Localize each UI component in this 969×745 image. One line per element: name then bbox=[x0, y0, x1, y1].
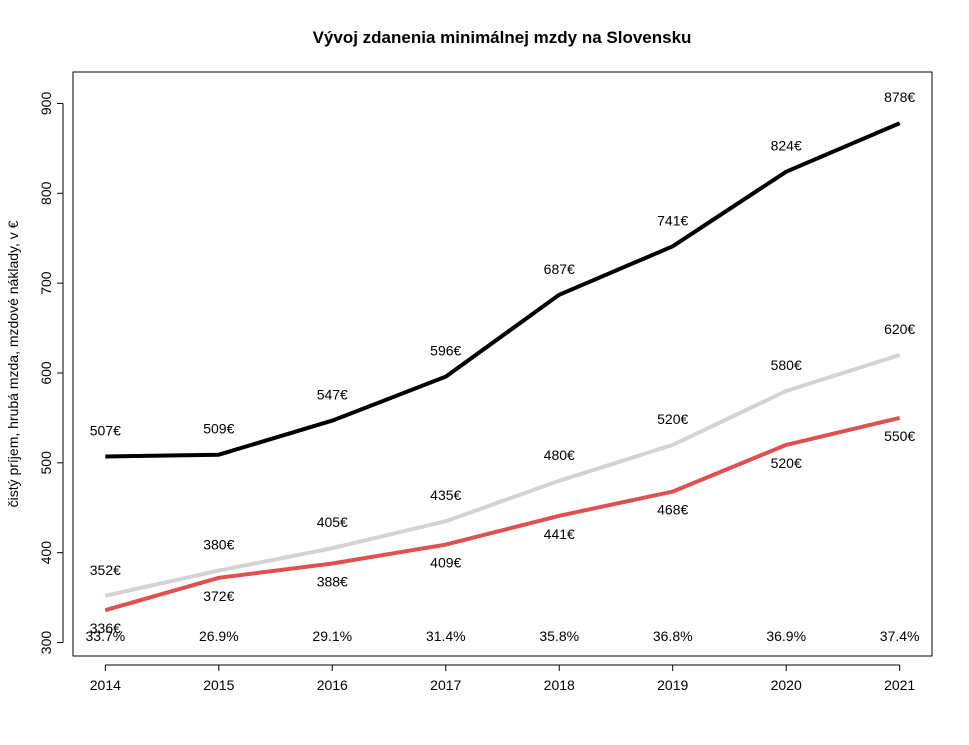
data-label-black: 507€ bbox=[90, 423, 121, 439]
data-label-black: 547€ bbox=[317, 387, 348, 403]
y-tick-label: 700 bbox=[38, 271, 54, 295]
x-tick-label: 2017 bbox=[430, 677, 461, 693]
x-tick-label: 2016 bbox=[317, 677, 348, 693]
data-label-black: 878€ bbox=[884, 89, 915, 105]
data-label-gray: 380€ bbox=[203, 537, 234, 553]
percent-annotation: 29.1% bbox=[312, 628, 352, 644]
data-label-red: 550€ bbox=[884, 428, 915, 444]
x-tick-label: 2020 bbox=[771, 677, 802, 693]
data-label-red: 388€ bbox=[317, 573, 348, 589]
data-label-red: 372€ bbox=[203, 588, 234, 604]
percent-annotation: 37.4% bbox=[880, 628, 920, 644]
data-label-red: 336€ bbox=[90, 620, 121, 636]
data-label-black: 596€ bbox=[430, 343, 461, 359]
y-tick-label: 500 bbox=[38, 451, 54, 475]
data-label-gray: 352€ bbox=[90, 562, 121, 578]
data-label-gray: 520€ bbox=[657, 411, 688, 427]
y-tick-label: 600 bbox=[38, 361, 54, 385]
percent-annotation: 36.8% bbox=[653, 628, 693, 644]
x-tick-label: 2018 bbox=[544, 677, 575, 693]
data-label-black: 687€ bbox=[544, 261, 575, 277]
x-tick-label: 2019 bbox=[657, 677, 688, 693]
series-line-black bbox=[105, 121, 901, 459]
chart-title: Vývoj zdanenia minimálnej mzdy na Sloven… bbox=[313, 28, 692, 47]
y-axis-label: čistý príjem, hrubá mzda, mzdové náklady… bbox=[5, 220, 21, 507]
x-tick-label: 2021 bbox=[884, 677, 915, 693]
y-axis: 300 400 500 600 700 800 900 bbox=[38, 92, 64, 655]
data-label-gray: 435€ bbox=[430, 487, 461, 503]
data-label-gray: 580€ bbox=[771, 357, 802, 373]
data-label-black: 741€ bbox=[657, 212, 688, 228]
data-label-red: 520€ bbox=[771, 455, 802, 471]
series-line-gray bbox=[104, 353, 901, 598]
percent-annotation: 36.9% bbox=[766, 628, 806, 644]
data-label-red: 409€ bbox=[430, 555, 461, 571]
data-label-gray: 405€ bbox=[317, 514, 348, 530]
data-label-red: 441€ bbox=[544, 526, 575, 542]
plot-frame bbox=[72, 71, 933, 657]
y-tick-label: 300 bbox=[38, 631, 54, 655]
data-label-gray: 620€ bbox=[884, 321, 915, 337]
y-tick-label: 800 bbox=[38, 181, 54, 205]
data-label-black: 509€ bbox=[203, 421, 234, 437]
series-lines bbox=[104, 121, 901, 613]
x-axis: 2014 2015 2016 2017 2018 2019 2020 2021 bbox=[90, 664, 915, 693]
percent-annotation: 35.8% bbox=[539, 628, 579, 644]
x-tick-label: 2014 bbox=[90, 677, 121, 693]
percent-annotation: 26.9% bbox=[199, 628, 239, 644]
percent-annotation: 33.7% bbox=[85, 628, 125, 644]
data-label-black: 824€ bbox=[771, 138, 802, 154]
y-tick-label: 900 bbox=[38, 92, 54, 116]
percent-annotation: 31.4% bbox=[426, 628, 466, 644]
data-label-gray: 480€ bbox=[544, 447, 575, 463]
data-labels: 507€ 509€ 547€ 596€ 687€ 741€ 824€ 878€ 352€ 380€… bbox=[90, 89, 916, 636]
data-label-red: 468€ bbox=[657, 502, 688, 518]
bottom-annotations: 33.7% 26.9% 29.1% 31.4% 35.8% 36.8% 36.9% 37.4% bbox=[85, 628, 919, 644]
series-line-red bbox=[104, 415, 901, 613]
y-tick-label: 400 bbox=[38, 541, 54, 565]
x-tick-label: 2015 bbox=[203, 677, 234, 693]
